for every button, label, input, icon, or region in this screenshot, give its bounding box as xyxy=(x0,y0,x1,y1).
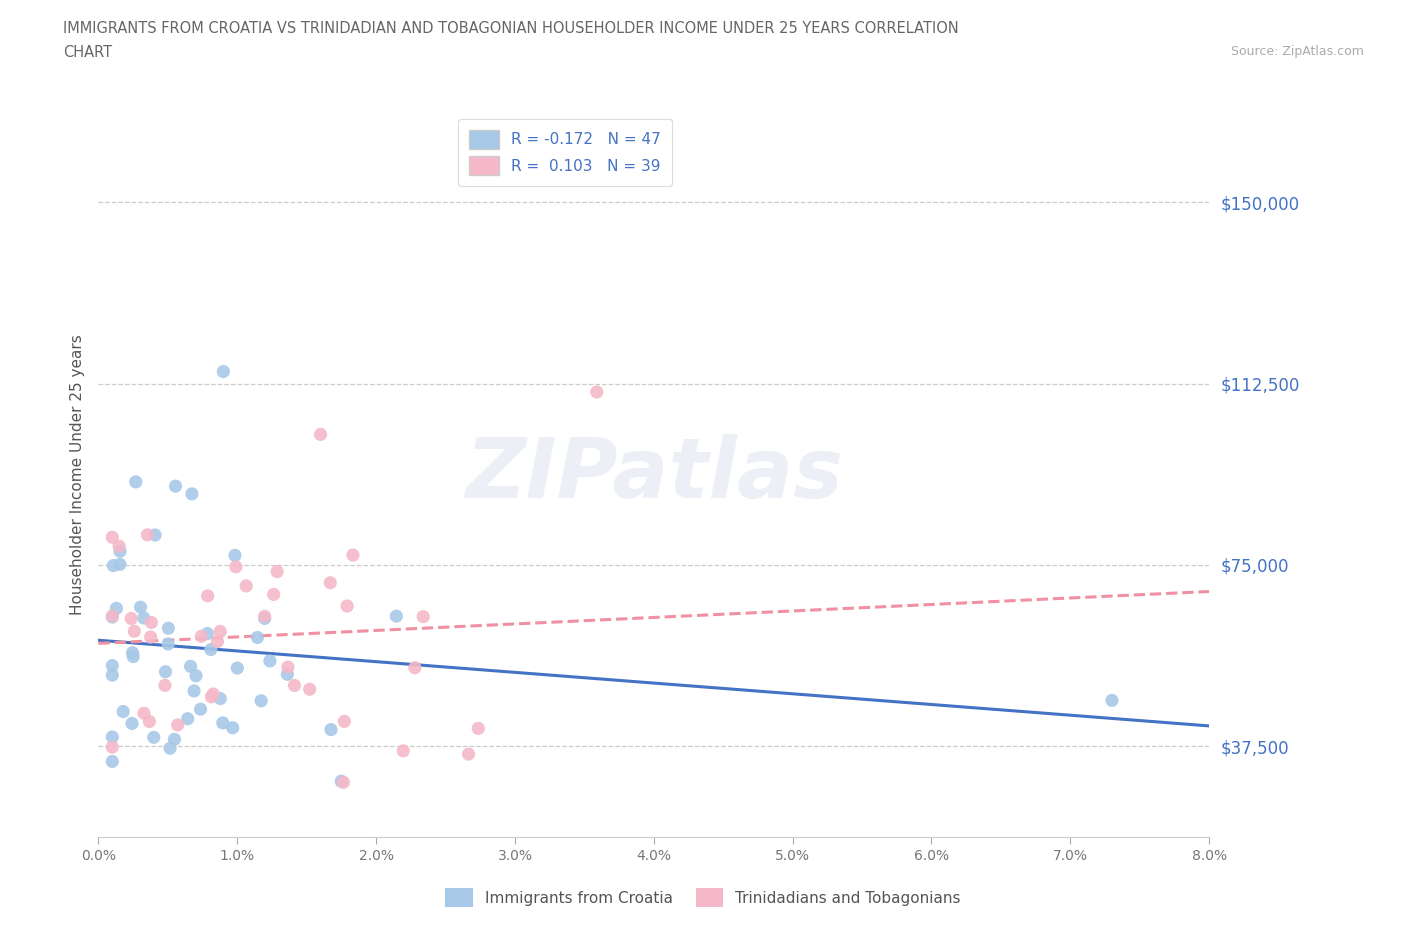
Point xyxy=(177,711,200,726)
Point xyxy=(1101,693,1123,708)
Point xyxy=(101,668,124,683)
Point xyxy=(108,544,131,559)
Point xyxy=(253,611,276,626)
Point xyxy=(101,729,124,744)
Legend: R = -0.172   N = 47, R =  0.103   N = 39: R = -0.172 N = 47, R = 0.103 N = 39 xyxy=(458,119,672,186)
Text: Source: ZipAtlas.com: Source: ZipAtlas.com xyxy=(1230,45,1364,58)
Point xyxy=(197,626,219,641)
Point xyxy=(266,565,288,579)
Point xyxy=(101,609,124,624)
Point xyxy=(277,659,299,674)
Point xyxy=(184,669,207,684)
Point xyxy=(250,694,273,709)
Point xyxy=(108,557,131,572)
Point xyxy=(124,624,146,639)
Point xyxy=(125,474,148,489)
Point xyxy=(209,624,232,639)
Legend: Immigrants from Croatia, Trinidadians and Tobagonians: Immigrants from Croatia, Trinidadians an… xyxy=(439,883,967,913)
Y-axis label: Householder Income Under 25 years: Householder Income Under 25 years xyxy=(69,334,84,615)
Point xyxy=(155,664,177,679)
Point xyxy=(101,530,124,545)
Point xyxy=(585,384,607,399)
Point xyxy=(197,589,219,604)
Point xyxy=(142,730,165,745)
Point xyxy=(202,686,225,701)
Point xyxy=(253,609,276,624)
Point xyxy=(165,479,187,494)
Point xyxy=(246,630,269,644)
Point xyxy=(101,754,124,769)
Point xyxy=(404,660,426,675)
Point xyxy=(385,609,408,624)
Point xyxy=(412,609,434,624)
Point xyxy=(112,704,135,719)
Point xyxy=(121,645,143,660)
Point xyxy=(212,365,235,379)
Point xyxy=(157,621,180,636)
Point xyxy=(190,629,212,644)
Point xyxy=(157,636,180,651)
Point xyxy=(467,721,489,736)
Point xyxy=(200,689,222,704)
Point xyxy=(183,684,205,698)
Point xyxy=(143,527,166,542)
Point xyxy=(136,527,159,542)
Point xyxy=(153,678,176,693)
Text: ZIPatlas: ZIPatlas xyxy=(465,433,842,515)
Point xyxy=(129,600,152,615)
Point xyxy=(298,682,321,697)
Point xyxy=(120,611,142,626)
Point xyxy=(132,706,155,721)
Point xyxy=(190,702,212,717)
Point xyxy=(457,747,479,762)
Point xyxy=(225,559,247,574)
Point xyxy=(319,576,342,591)
Point xyxy=(138,714,160,729)
Point xyxy=(309,427,332,442)
Point xyxy=(166,718,188,733)
Point xyxy=(221,721,243,736)
Point xyxy=(333,714,356,729)
Point xyxy=(207,634,229,649)
Point xyxy=(224,548,246,563)
Point xyxy=(263,587,285,602)
Point xyxy=(211,715,233,730)
Point xyxy=(235,578,257,593)
Text: CHART: CHART xyxy=(63,45,112,60)
Point xyxy=(122,649,145,664)
Point xyxy=(121,716,143,731)
Point xyxy=(200,642,222,657)
Point xyxy=(163,732,186,747)
Point xyxy=(330,774,353,789)
Point xyxy=(180,658,202,673)
Point xyxy=(108,538,131,553)
Point xyxy=(392,743,415,758)
Point xyxy=(342,548,364,563)
Point xyxy=(101,739,124,754)
Point xyxy=(209,691,232,706)
Point xyxy=(283,678,305,693)
Point xyxy=(259,654,281,669)
Point xyxy=(180,486,202,501)
Text: IMMIGRANTS FROM CROATIA VS TRINIDADIAN AND TOBAGONIAN HOUSEHOLDER INCOME UNDER 2: IMMIGRANTS FROM CROATIA VS TRINIDADIAN A… xyxy=(63,21,959,36)
Point xyxy=(101,658,124,673)
Point xyxy=(336,599,359,614)
Point xyxy=(132,610,155,625)
Point xyxy=(159,741,181,756)
Point xyxy=(319,723,342,737)
Point xyxy=(226,660,249,675)
Point xyxy=(101,608,124,623)
Point xyxy=(103,558,125,573)
Point xyxy=(276,667,298,682)
Point xyxy=(141,615,163,630)
Point xyxy=(332,775,354,790)
Point xyxy=(105,601,128,616)
Point xyxy=(139,630,162,644)
